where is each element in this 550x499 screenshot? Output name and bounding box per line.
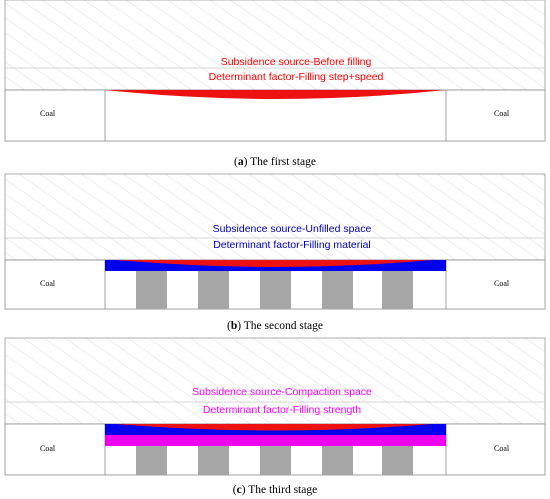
- stage-c-compaction-space: [105, 435, 446, 446]
- stage-b-filling-pillar-3: [260, 271, 291, 309]
- stage-b-source-text: Subsidence source-Unfilled space: [213, 223, 372, 235]
- stage-b-filling-pillar-5: [382, 271, 413, 309]
- stage-b-filling-pillar-1: [136, 271, 167, 309]
- stage-b-factor-text: Determinant factor-Filling material: [213, 239, 371, 251]
- stage-c-caption-text: The third stage: [246, 484, 318, 496]
- stage-b-caption-letter: b: [231, 320, 237, 332]
- stage-b-caption-text: The second stage: [241, 320, 323, 332]
- stage-a-caption: (a) The first stage: [234, 156, 316, 168]
- stage-c-filling-pillar-2: [198, 446, 229, 475]
- stage-a-factor-text: Determinant factor-Filling step+speed: [209, 71, 384, 83]
- stage-c-filling-pillar-4: [322, 446, 353, 475]
- stage-c-factor-text: Determinant factor-Filling strength: [203, 404, 361, 416]
- stage-a-source-text: Subsidence source-Before filling: [221, 56, 372, 68]
- stage-a-strata-hatched: [4, 0, 546, 91]
- stage-a-coal-right-label: Coal: [494, 109, 510, 118]
- stage-c-caption: (c) The third stage: [233, 484, 317, 496]
- stage-c-caption-letter: c: [237, 484, 242, 496]
- stage-c-subsidence-zone: [116, 424, 432, 431]
- stage-c-coal-left-label: Coal: [40, 444, 56, 453]
- stage-a-subsidence-zone: [105, 90, 446, 99]
- stage-b-panel: Coal Coal Subsidence source-Unfilled spa…: [4, 173, 546, 332]
- stage-a-caption-letter: a: [238, 156, 244, 168]
- stage-c-coal-right-label: Coal: [494, 444, 510, 453]
- stage-c-filling-pillar-5: [382, 446, 413, 475]
- stage-b-strata-hatched: [4, 173, 546, 261]
- stage-b-coal-left-label: Coal: [40, 279, 56, 288]
- stage-c-source-text: Subsidence source-Compaction space: [192, 386, 372, 398]
- stage-b-subsidence-zone: [116, 260, 432, 267]
- stage-b-filling-pillar-4: [322, 271, 353, 309]
- stage-c-filling-pillar-1: [136, 446, 167, 475]
- stage-a-panel: Coal Coal Subsidence source-Before filli…: [4, 0, 546, 168]
- stage-c-filling-pillar-3: [260, 446, 291, 475]
- stage-b-caption: (b) The second stage: [227, 320, 323, 332]
- stage-a-caption-text: The first stage: [247, 156, 315, 168]
- stage-c-panel: Coal Coal Subsidence source-Compaction s…: [4, 337, 546, 496]
- stage-a-coal-left-label: Coal: [40, 109, 56, 118]
- stage-b-coal-right-label: Coal: [494, 279, 510, 288]
- stage-c-strata-hatched: [4, 337, 546, 425]
- stage-b-filling-pillar-2: [198, 271, 229, 309]
